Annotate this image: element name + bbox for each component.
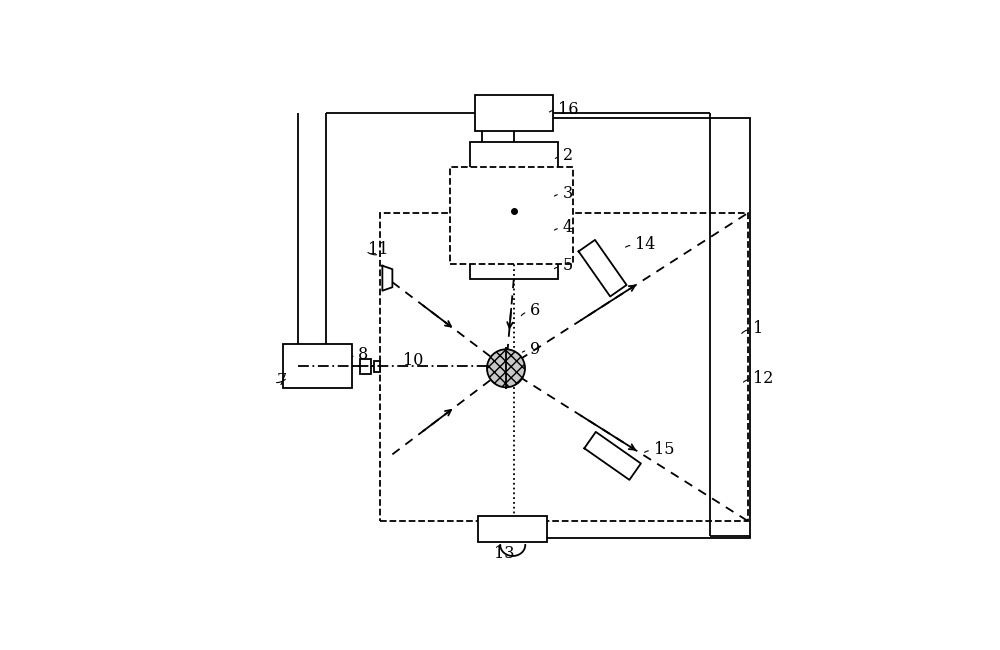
Polygon shape (382, 266, 392, 291)
Bar (283, 344, 352, 388)
Bar (470, 215, 558, 241)
Bar (475, 94, 553, 131)
Bar (450, 166, 573, 264)
Bar (482, 118, 750, 538)
Text: 2: 2 (563, 147, 573, 164)
Text: 5: 5 (563, 257, 573, 274)
Bar (478, 517, 547, 543)
Circle shape (487, 349, 525, 387)
Text: 6: 6 (530, 302, 540, 319)
Bar (470, 181, 558, 207)
Bar (374, 361, 380, 372)
Text: 16: 16 (558, 101, 578, 118)
Text: 11: 11 (368, 240, 389, 257)
Text: 4: 4 (563, 218, 573, 236)
Polygon shape (579, 240, 627, 296)
Text: 13: 13 (494, 545, 514, 562)
Bar (470, 254, 558, 280)
Text: 8: 8 (358, 346, 369, 363)
Bar (360, 359, 371, 374)
Bar (470, 142, 558, 170)
Polygon shape (584, 432, 641, 480)
Text: 12: 12 (753, 370, 773, 387)
Text: 14: 14 (635, 236, 655, 253)
Text: 7: 7 (276, 372, 287, 389)
Text: 10: 10 (403, 352, 424, 369)
Text: 3: 3 (563, 185, 573, 202)
Bar (380, 213, 748, 521)
Text: 15: 15 (654, 441, 674, 458)
Text: 1: 1 (753, 320, 763, 337)
Text: 9: 9 (530, 341, 540, 358)
